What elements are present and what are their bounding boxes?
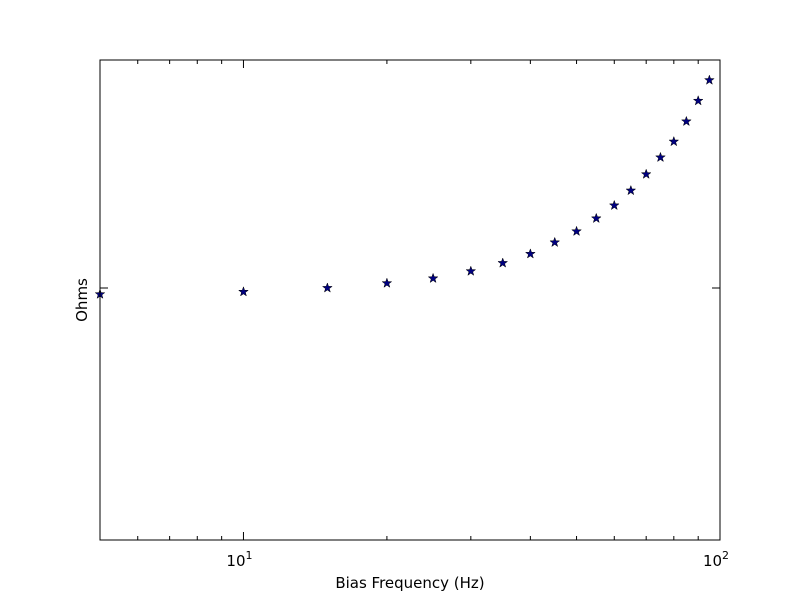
data-point-0-2 <box>321 282 333 293</box>
data-point-0-3 <box>381 277 393 288</box>
data-point-0-13 <box>640 168 652 179</box>
x-axis-label: Bias Frequency (Hz) <box>335 574 484 592</box>
data-point-0-18 <box>703 74 715 85</box>
x-tick-label-base-1: 10 <box>703 552 722 570</box>
data-point-0-17 <box>692 95 704 106</box>
x-tick-labels: 101 102 <box>226 549 729 570</box>
data-point-0-12 <box>625 184 637 196</box>
data-point-0-6 <box>497 257 509 268</box>
axis-ticks <box>100 60 721 540</box>
plot-area <box>100 60 720 540</box>
data-point-0-7 <box>524 248 536 259</box>
data-point-0-11 <box>608 199 620 211</box>
x-tick-label-1: 102 <box>703 549 729 570</box>
data-point-0-14 <box>654 151 666 163</box>
y-axis-label: Ohms <box>73 278 91 322</box>
data-point-0-10 <box>590 212 602 224</box>
x-tick-label-exponent-1: 2 <box>722 549 729 562</box>
x-tick-label-exponent-0: 1 <box>246 549 253 562</box>
x-tick-label-0: 101 <box>226 549 252 570</box>
data-point-0-5 <box>465 265 477 276</box>
data-point-0-8 <box>549 236 561 248</box>
data-point-0-9 <box>571 225 583 237</box>
data-point-0-1 <box>237 286 249 297</box>
x-tick-label-base-0: 10 <box>226 552 245 570</box>
data-point-0-4 <box>427 272 439 284</box>
data-point-0-15 <box>668 135 680 147</box>
data-point-0-16 <box>680 115 692 127</box>
plot-frame <box>99 59 721 541</box>
